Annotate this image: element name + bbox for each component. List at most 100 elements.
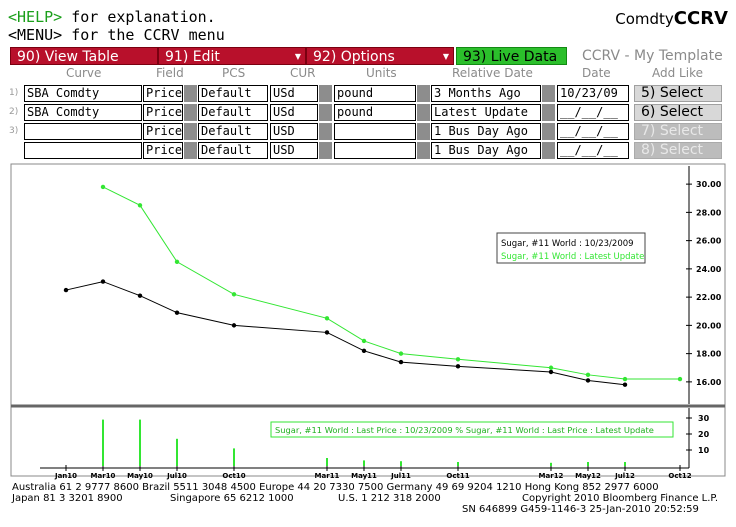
price-y-ticks: 30.00 28.00 26.00 24.00 22.00 20.00 18.00 16.00 bbox=[686, 180, 722, 387]
series-point bbox=[174, 259, 180, 265]
pcs-input[interactable]: Default bbox=[198, 123, 268, 140]
series-point bbox=[100, 184, 106, 190]
field-input[interactable]: Price bbox=[143, 123, 183, 140]
select-button[interactable]: 7) Select bbox=[634, 123, 722, 140]
options-button[interactable]: 92) Options ▼ bbox=[306, 47, 454, 65]
relative-date-input[interactable]: 3 Months Ago bbox=[431, 85, 541, 102]
spread-bars bbox=[102, 419, 626, 466]
live-data-label: 93) Live Data bbox=[463, 49, 558, 65]
curve-input[interactable] bbox=[24, 142, 142, 159]
units-dropdown-button[interactable] bbox=[417, 85, 430, 102]
y-tick-label: 24.00 bbox=[696, 265, 722, 274]
y-tick-label: 16.00 bbox=[696, 378, 722, 387]
field-dropdown-button[interactable] bbox=[184, 85, 197, 102]
series-point bbox=[455, 364, 461, 369]
row-number: 3) bbox=[9, 126, 19, 136]
currency-dropdown-button[interactable] bbox=[319, 142, 332, 159]
curve-input[interactable]: SBA Comdty bbox=[24, 85, 142, 102]
col-header-units: Units bbox=[366, 66, 397, 80]
pcs-input[interactable]: Default bbox=[198, 85, 268, 102]
units-input[interactable]: pound bbox=[334, 104, 416, 121]
units-input[interactable] bbox=[334, 123, 416, 140]
footer-us: U.S. 1 212 318 2000 bbox=[338, 493, 441, 504]
field-dropdown-button[interactable] bbox=[184, 123, 197, 140]
curve-chart[interactable]: 30.00 28.00 26.00 24.00 22.00 20.00 18.00 16.00… bbox=[0, 160, 736, 482]
field-input[interactable]: Price bbox=[143, 104, 183, 121]
series-point bbox=[324, 330, 330, 335]
select-button[interactable]: 5) Select bbox=[634, 85, 722, 102]
menu-key[interactable]: <MENU> bbox=[8, 26, 63, 44]
col-header-curve: Curve bbox=[66, 66, 102, 80]
currency-input[interactable]: USd bbox=[270, 104, 318, 121]
field-dropdown-button[interactable] bbox=[184, 142, 197, 159]
footer-serial: SN 646899 G459-1146-3 25-Jan-2010 20:52:… bbox=[462, 504, 699, 515]
select-button[interactable]: 6) Select bbox=[634, 104, 722, 121]
series-line bbox=[102, 186, 680, 380]
col-header-cur: CUR bbox=[290, 66, 316, 80]
help-key[interactable]: <HELP> bbox=[8, 8, 63, 26]
pcs-input[interactable]: Default bbox=[198, 142, 268, 159]
x-tick-label: Jan10 bbox=[54, 472, 77, 480]
field-input[interactable]: Price bbox=[143, 85, 183, 102]
date-input[interactable]: __/__/__ bbox=[557, 123, 629, 140]
units-dropdown-button[interactable] bbox=[417, 123, 430, 140]
ticker-prefix: Comdty bbox=[615, 10, 674, 28]
col-header-add-like: Add Like bbox=[652, 66, 703, 80]
date-input[interactable]: __/__/__ bbox=[557, 142, 629, 159]
date-input[interactable]: 10/23/09 bbox=[557, 85, 629, 102]
x-tick-label: Jul10 bbox=[166, 472, 187, 480]
legend-series-2: Sugar, #11 World : Latest Update bbox=[501, 252, 644, 262]
template-label[interactable]: CCRV - My Template bbox=[582, 48, 723, 64]
ticker-function: CCRV bbox=[673, 8, 728, 29]
relative-date-input[interactable]: 1 Bus Day Ago bbox=[431, 142, 541, 159]
series-point bbox=[622, 376, 628, 382]
relative-date-dropdown-button[interactable] bbox=[542, 104, 555, 121]
curve-input[interactable]: SBA Comdty bbox=[24, 104, 142, 121]
units-dropdown-button[interactable] bbox=[417, 104, 430, 121]
ticker-title: ComdtyCCRV bbox=[615, 8, 728, 29]
relative-date-input[interactable]: Latest Update bbox=[431, 104, 541, 121]
menu-bar: 90) View Table 91) Edit ▼ 92) Options ▼ 93… bbox=[10, 47, 570, 65]
edit-button[interactable]: 91) Edit ▼ bbox=[158, 47, 306, 65]
spread-tick-label: 20 bbox=[698, 430, 710, 439]
series-point bbox=[398, 359, 404, 365]
x-tick-label: Mar12 bbox=[539, 472, 564, 480]
x-tick-label: Jul12 bbox=[614, 472, 635, 480]
x-tick-label: May12 bbox=[575, 472, 601, 480]
relative-date-input[interactable]: 1 Bus Day Ago bbox=[431, 123, 541, 140]
series-point bbox=[677, 376, 683, 382]
series-point bbox=[361, 348, 367, 353]
series-point bbox=[622, 382, 628, 387]
series-point bbox=[548, 369, 554, 375]
field-dropdown-button[interactable] bbox=[184, 104, 197, 121]
view-table-button[interactable]: 90) View Table bbox=[10, 47, 158, 65]
col-header-date: Date bbox=[582, 66, 611, 80]
relative-date-dropdown-button[interactable] bbox=[542, 85, 555, 102]
spread-legend-box bbox=[270, 421, 674, 438]
series-point bbox=[231, 323, 237, 328]
currency-dropdown-button[interactable] bbox=[319, 85, 332, 102]
footer-japan: Japan 81 3 3201 8900 bbox=[12, 493, 123, 504]
footer-copyright: Copyright 2010 Bloomberg Finance L.P. bbox=[522, 493, 719, 504]
select-button[interactable]: 8) Select bbox=[634, 142, 722, 159]
units-input[interactable]: pound bbox=[334, 85, 416, 102]
currency-dropdown-button[interactable] bbox=[319, 104, 332, 121]
field-input[interactable]: Price bbox=[143, 142, 183, 159]
currency-input[interactable]: USd bbox=[270, 85, 318, 102]
relative-date-dropdown-button[interactable] bbox=[542, 123, 555, 140]
y-tick-label: 30.00 bbox=[696, 180, 722, 189]
series-point bbox=[63, 287, 69, 293]
y-tick-label: 22.00 bbox=[696, 293, 722, 302]
x-tick-label: Oct12 bbox=[668, 472, 691, 480]
series-line bbox=[65, 281, 626, 386]
units-input[interactable] bbox=[334, 142, 416, 159]
date-input[interactable]: __/__/__ bbox=[557, 104, 629, 121]
relative-date-dropdown-button[interactable] bbox=[542, 142, 555, 159]
pcs-input[interactable]: Default bbox=[198, 104, 268, 121]
units-dropdown-button[interactable] bbox=[417, 142, 430, 159]
currency-dropdown-button[interactable] bbox=[319, 123, 332, 140]
currency-input[interactable]: USD bbox=[270, 123, 318, 140]
currency-input[interactable]: USD bbox=[270, 142, 318, 159]
curve-input[interactable] bbox=[24, 123, 142, 140]
live-data-button[interactable]: 93) Live Data bbox=[456, 47, 567, 65]
